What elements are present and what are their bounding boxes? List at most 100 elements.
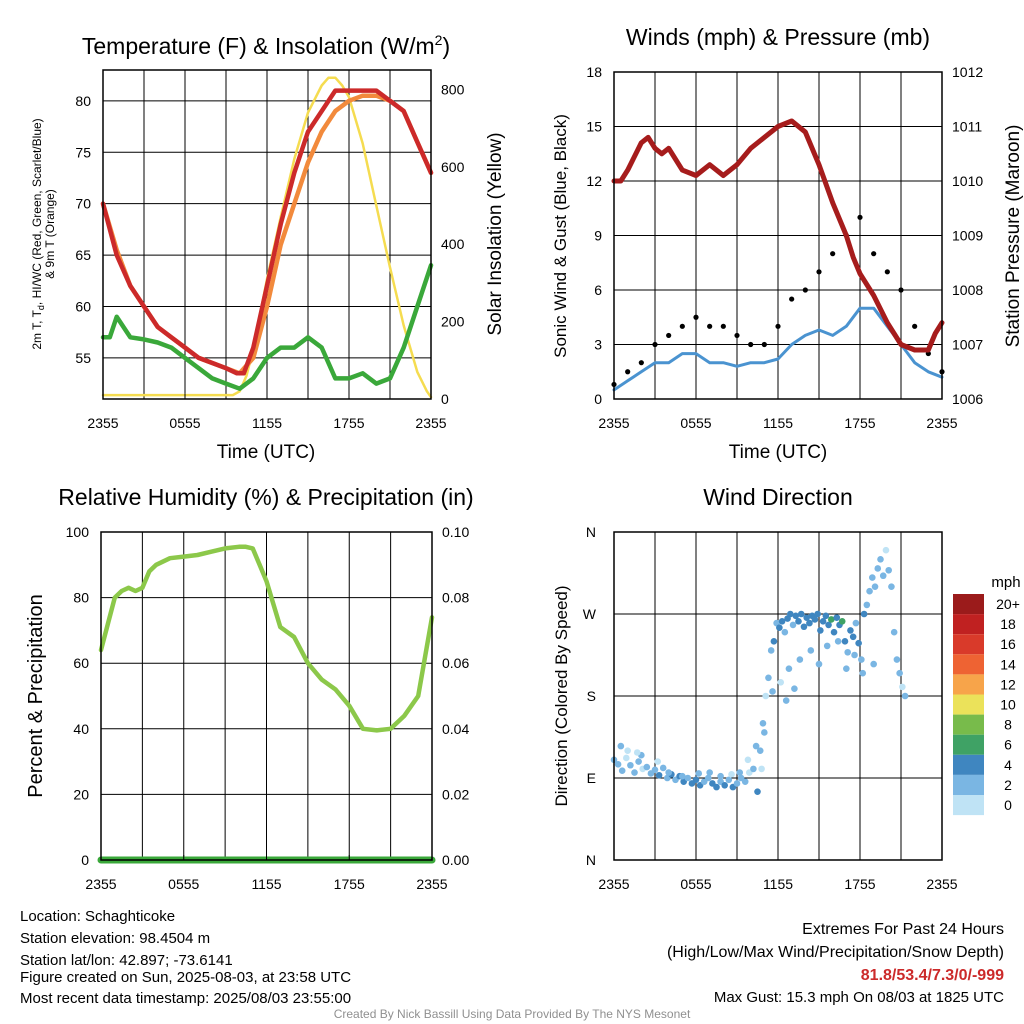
x-tick-label: 1755 xyxy=(844,876,875,892)
wind-direction-point xyxy=(834,638,842,645)
x-tick-label: 2355 xyxy=(598,876,629,892)
rh-y-ticks: 0 20 40 60 80 100 xyxy=(66,524,90,868)
gust-point xyxy=(748,341,754,348)
y-tick-label: 3 xyxy=(594,337,602,353)
legend-swatch xyxy=(953,694,984,715)
wind-direction-point xyxy=(814,610,821,618)
legend-swatch xyxy=(953,594,984,615)
x-tick-label: 1155 xyxy=(251,876,281,892)
dir-legend-title: mph xyxy=(991,574,1020,591)
wind-direction-point xyxy=(844,648,851,656)
x-tick-label: 1755 xyxy=(844,415,875,431)
wind-direction-point xyxy=(765,674,772,682)
wind-direction-point xyxy=(830,628,838,636)
wind-direction-point xyxy=(869,574,876,581)
wind-direction-point xyxy=(806,619,813,627)
legend-swatch xyxy=(953,654,984,675)
gust-point xyxy=(912,323,918,329)
wind-direction-point xyxy=(762,692,769,700)
gust-point xyxy=(679,323,685,329)
y-tick-label: 6 xyxy=(594,282,602,298)
wind-direction-point xyxy=(756,747,764,754)
x-tick-label: 2355 xyxy=(598,415,629,431)
wind-title: Winds (mph) & Pressure (mb) xyxy=(626,24,930,50)
wind-direction-point xyxy=(728,771,735,778)
wind-direction-point xyxy=(741,778,749,785)
y-tick-label: 60 xyxy=(73,655,89,671)
gust-point xyxy=(857,214,863,220)
y-tick-label-right: 0 xyxy=(441,391,449,407)
pressure-line xyxy=(611,118,945,353)
wind-direction-point xyxy=(823,642,831,650)
gust-point xyxy=(789,296,795,302)
wind-plot-area xyxy=(611,118,945,392)
wind-direction-point xyxy=(800,623,808,631)
gust-point xyxy=(802,287,808,293)
y-tick-label: 80 xyxy=(73,590,89,606)
wind-direction-point xyxy=(870,660,877,668)
gust-point xyxy=(884,269,890,275)
dir-plot-area xyxy=(610,546,909,795)
y-tick-label-right: 0.04 xyxy=(442,721,469,737)
wind-panel: Winds (mph) & Pressure (mb) 0 3 6 9 12 15 18 1… xyxy=(551,24,1024,463)
y-tick-label-right: 1007 xyxy=(952,337,983,353)
wind-direction-point xyxy=(890,628,898,636)
rh-y-ticks-right: 0.00 0.02 0.04 0.06 0.08 0.10 xyxy=(442,524,469,868)
wind-direction-point xyxy=(736,769,744,776)
y-tick-label: 55 xyxy=(75,350,91,366)
x-tick-label: 1755 xyxy=(333,415,364,431)
legend-label: 14 xyxy=(1000,656,1016,672)
footer-location: Location: Schaghticoke xyxy=(20,908,175,925)
gust-point xyxy=(625,369,631,375)
gust-point xyxy=(734,332,740,339)
legend-label: 8 xyxy=(1004,717,1012,733)
wind-direction-point xyxy=(695,770,703,777)
x-tick-label: 0555 xyxy=(680,876,711,892)
wind-direction-point xyxy=(797,610,805,618)
y-tick-label-right: 800 xyxy=(441,81,465,97)
wind-direction-point xyxy=(863,601,871,609)
gust-point xyxy=(898,287,904,293)
x-tick-label: 0555 xyxy=(169,415,200,431)
gust-point xyxy=(666,332,672,339)
wind-direction-point xyxy=(888,583,895,590)
dir-y-ticks: N E S W N xyxy=(583,524,597,868)
dewpoint-line xyxy=(100,263,434,391)
x-tick-label: 1155 xyxy=(763,415,793,431)
temp-y-axis-label-right: Solar Insolation (Yellow) xyxy=(485,132,506,335)
wind-direction-point xyxy=(633,749,641,756)
y-tick-label: 12 xyxy=(586,173,602,189)
wind-direction-point xyxy=(791,685,798,693)
wind-direction-point xyxy=(874,565,882,572)
wind-direction-point xyxy=(617,742,625,750)
wind-direction-point xyxy=(855,639,862,647)
wind-direction-point xyxy=(789,621,797,629)
wind-direction-point xyxy=(713,783,720,791)
gust-point xyxy=(816,269,822,275)
wind-direction-point xyxy=(847,627,854,634)
wind-direction-point xyxy=(733,780,741,787)
x-tick-label: 2355 xyxy=(926,415,957,431)
wind-direction-point xyxy=(822,612,830,620)
x-tick-label: 2355 xyxy=(87,415,118,431)
footer-latlon: Station lat/lon: 42.897; -73.6141 xyxy=(20,952,233,969)
legend-label: 12 xyxy=(1000,676,1016,692)
wind-direction-point xyxy=(860,610,868,618)
wind-direction-point xyxy=(815,660,823,668)
x-tick-label: 2355 xyxy=(415,415,446,431)
wind-direction-point xyxy=(665,769,672,776)
wind-direction-point xyxy=(781,628,789,636)
wind-direction-point xyxy=(776,624,783,631)
wind-direction-point xyxy=(877,556,884,563)
wind-direction-point xyxy=(767,647,775,654)
wind-direction-point xyxy=(866,587,873,595)
wind-direction-point xyxy=(896,669,903,677)
footer-created: Figure created on Sun, 2025-08-03, at 23… xyxy=(20,969,351,986)
dir-title: Wind Direction xyxy=(703,484,853,510)
legend-swatch xyxy=(953,614,984,635)
footer: Location: Schaghticoke Station elevation… xyxy=(20,908,1004,1021)
y-tick-label: 20 xyxy=(73,786,89,802)
y-tick-label-right: 1012 xyxy=(952,64,983,80)
wind-direction-point xyxy=(758,765,765,773)
y-tick-label: 18 xyxy=(586,64,602,80)
